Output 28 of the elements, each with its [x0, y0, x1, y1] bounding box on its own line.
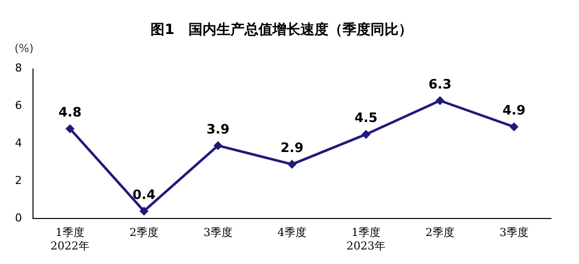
data-label: 4.8 [58, 106, 82, 121]
y-axis-title: (%) [14, 42, 34, 56]
point [288, 160, 296, 169]
x-tick-label: 1季度 2022年 [50, 226, 90, 252]
chart-title: 图1 国内生产总值增长速度（季度同比） [150, 21, 412, 38]
x-tick-label: 3季度 [204, 226, 232, 240]
data-label: 4.5 [354, 111, 378, 126]
data-label: 4.9 [502, 104, 526, 119]
x-tick-label: 2季度 [426, 226, 454, 240]
data-label: 2.9 [280, 141, 304, 156]
x-tick-label: 1季度 2023年 [346, 226, 386, 252]
data-label: 3.9 [206, 122, 230, 138]
point [436, 96, 444, 106]
point [140, 206, 148, 216]
data-label: 6.3 [428, 78, 452, 93]
y-tick-label: 6 [15, 99, 22, 112]
point [214, 141, 222, 150]
y-tick-label: 4 [15, 136, 22, 150]
point [510, 122, 518, 132]
y-tick-label: 8 [15, 62, 22, 75]
y-tick-label: 2 [15, 174, 22, 188]
x-tick-label: 3季度 [500, 226, 528, 240]
point [66, 124, 74, 134]
y-tick-label: 0 [15, 211, 22, 224]
x-tick-label: 4季度 [278, 226, 306, 240]
x-tick-label: 2季度 [130, 226, 158, 240]
point [362, 130, 370, 139]
data-label: 0.4 [132, 188, 156, 203]
